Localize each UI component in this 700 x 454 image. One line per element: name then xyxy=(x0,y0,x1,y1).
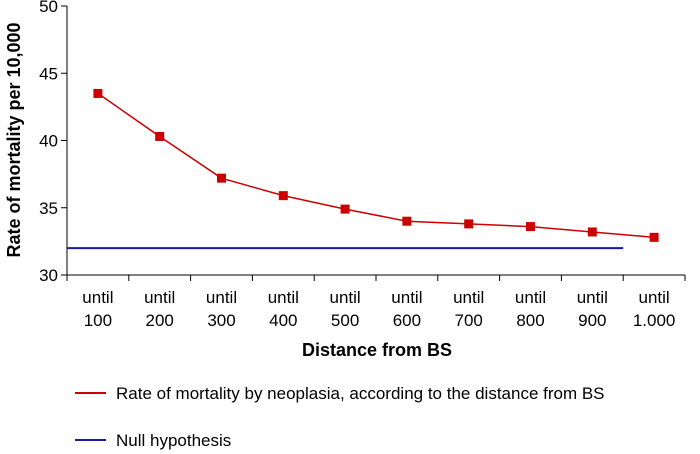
x-tick-label-top: until xyxy=(206,288,237,307)
mortality-point xyxy=(278,191,288,201)
x-tick-label-top: until xyxy=(82,288,113,307)
x-tick-label-top: until xyxy=(268,288,299,307)
series-layer xyxy=(67,88,659,250)
mortality-point xyxy=(217,173,226,183)
y-tick-label: 35 xyxy=(39,199,58,218)
x-tick-label-top: until xyxy=(453,288,484,307)
x-tick-label-bottom: 300 xyxy=(207,311,235,330)
legend-label-null-hypothesis: Null hypothesis xyxy=(116,431,231,450)
x-tick-label-top: until xyxy=(577,288,608,307)
x-tick-label-top: until xyxy=(330,288,361,307)
x-tick-label-top: until xyxy=(144,288,175,307)
mortality-point xyxy=(402,216,412,226)
x-tick-label-top: until xyxy=(639,288,670,307)
x-tick-label-bottom: 700 xyxy=(455,311,483,330)
y-tick-labels: 30 35 40 45 50 xyxy=(39,0,58,285)
x-tick-labels: until 100 until 200 until 300 until 400 until 500… xyxy=(82,288,675,330)
mortality-point xyxy=(526,222,535,232)
x-tick-label-bottom: 600 xyxy=(393,311,421,330)
x-tick-label-bottom: 200 xyxy=(146,311,174,330)
mortality-series-line xyxy=(97,92,655,239)
y-tick-label: 30 xyxy=(39,266,58,285)
y-tick-label: 50 xyxy=(39,0,58,16)
x-tick-label-top: until xyxy=(391,288,422,307)
mortality-point xyxy=(587,227,597,237)
mortality-point xyxy=(93,88,103,98)
x-tick-label-bottom: 500 xyxy=(331,311,359,330)
y-tick-label: 40 xyxy=(39,132,58,151)
legend: Rate of mortality by neoplasia, accordin… xyxy=(75,384,605,450)
x-tick-label-bottom: 800 xyxy=(516,311,544,330)
x-axis-title: Distance from BS xyxy=(302,340,452,360)
mortality-point xyxy=(155,131,165,141)
x-tick-label-bottom: 1.000 xyxy=(633,311,676,330)
y-axis-title: Rate of mortality per 10,000 xyxy=(4,22,24,257)
legend-label-mortality: Rate of mortality by neoplasia, accordin… xyxy=(116,384,605,403)
x-tick-label-bottom: 900 xyxy=(578,311,606,330)
mortality-point xyxy=(464,219,474,229)
x-tick-label-bottom: 400 xyxy=(269,311,297,330)
axes xyxy=(61,5,686,281)
mortality-point xyxy=(340,204,350,214)
x-tick-label-top: until xyxy=(515,288,546,307)
mortality-point xyxy=(649,232,659,242)
x-tick-label-bottom: 100 xyxy=(84,311,112,330)
y-tick-label: 45 xyxy=(39,64,58,83)
